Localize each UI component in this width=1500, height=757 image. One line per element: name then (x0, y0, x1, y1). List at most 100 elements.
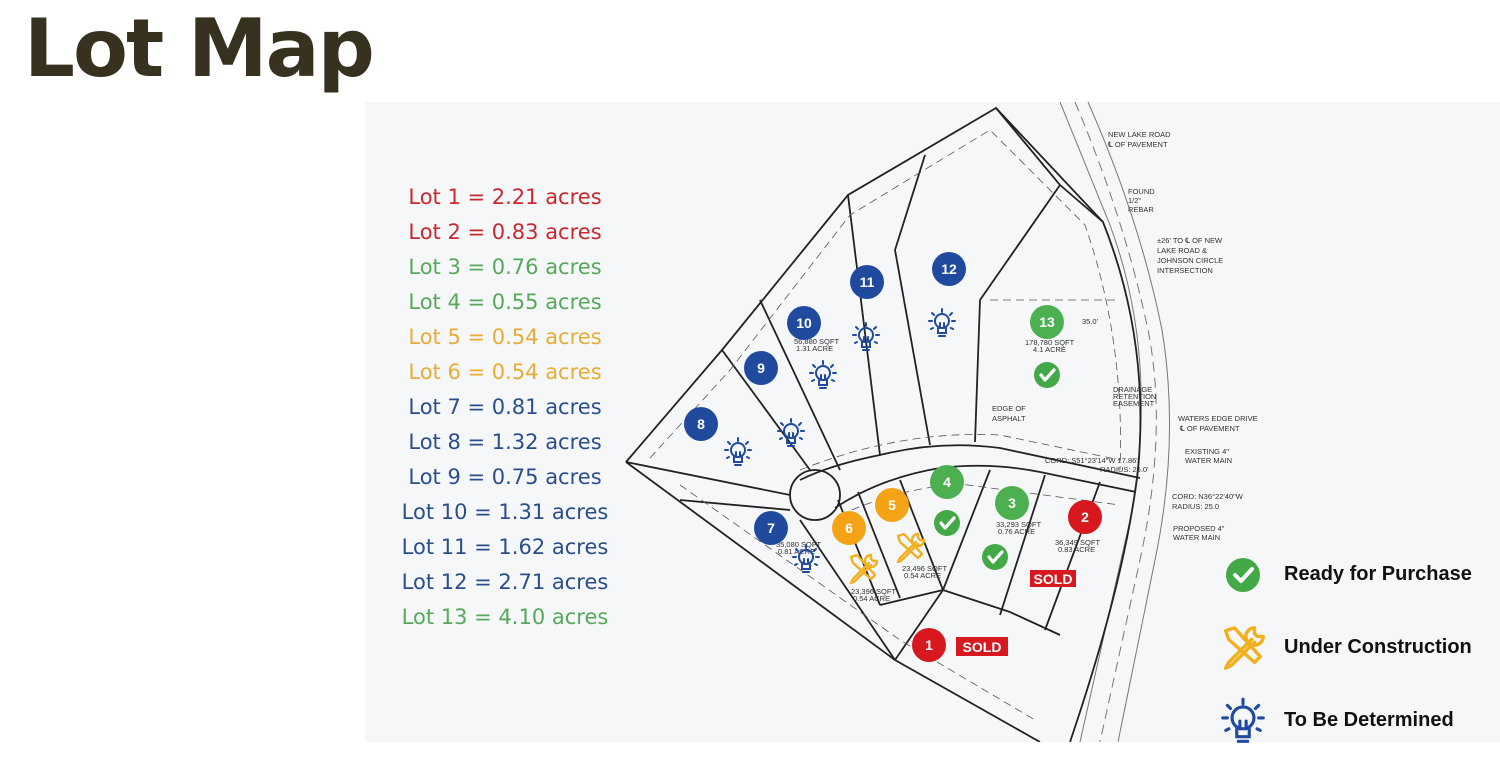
setback-lines (649, 129, 1121, 721)
svg-text:JOHNSON CIRCLE: JOHNSON CIRCLE (1157, 256, 1223, 265)
svg-text:±26' TO ℄ OF NEW: ±26' TO ℄ OF NEW (1157, 236, 1223, 245)
tools-icon (1218, 623, 1268, 673)
lot-acreage-item: Lot 7 = 0.81 acres (408, 395, 602, 419)
svg-text:36,349 SQFT: 36,349 SQFT (1055, 538, 1100, 547)
svg-text:REBAR: REBAR (1128, 205, 1154, 214)
lot-marker-number: 7 (767, 520, 775, 536)
svg-text:0.54 ACRE: 0.54 ACRE (904, 571, 941, 580)
svg-text:WATERS EDGE DRIVE: WATERS EDGE DRIVE (1178, 414, 1258, 423)
lot-acreage-item: Lot 11 = 1.62 acres (401, 535, 609, 559)
svg-text:EASEMENT: EASEMENT (1113, 399, 1155, 408)
lot-acreage-item: Lot 6 = 0.54 acres (408, 360, 602, 384)
lot-acreage-list: Lot 1 = 2.21 acres Lot 2 = 0.83 acres Lo… (385, 180, 625, 635)
legend-item-tbd: To Be Determined (1218, 684, 1472, 757)
svg-text:1.31 ACRE: 1.31 ACRE (796, 344, 833, 353)
svg-text:NEW LAKE ROAD: NEW LAKE ROAD (1108, 130, 1171, 139)
svg-text:0.54 ACRE: 0.54 ACRE (853, 594, 890, 603)
lot-marker-circle (932, 252, 966, 286)
lot-marker-number: 3 (1008, 495, 1016, 511)
lot-marker-12[interactable]: 12 (932, 252, 966, 286)
lot-marker-number: 10 (796, 315, 812, 331)
check-circle-icon (1032, 360, 1062, 390)
check-circle-icon (980, 542, 1010, 572)
lot-acreage-item: Lot 2 = 0.83 acres (408, 220, 602, 244)
legend-label: Ready for Purchase (1284, 563, 1472, 585)
lot-marker-number: 4 (943, 474, 951, 490)
svg-text:INTERSECTION: INTERSECTION (1157, 266, 1213, 275)
lot-marker-13[interactable]: 13 (1030, 305, 1064, 339)
svg-text:CORD: N36°22'40"W: CORD: N36°22'40"W (1172, 492, 1244, 501)
svg-text:0.81 ACRE: 0.81 ACRE (778, 547, 815, 556)
svg-text:23,396 SQFT: 23,396 SQFT (851, 587, 896, 596)
svg-text:EDGE OF: EDGE OF (992, 404, 1026, 413)
lot-marker-3[interactable]: 3 (995, 486, 1029, 520)
svg-text:CORD: S51°23'14"W 17.86': CORD: S51°23'14"W 17.86' (1045, 456, 1138, 465)
lot-marker-number: 12 (941, 261, 957, 277)
lot-marker-circle (744, 351, 778, 385)
svg-text:LAKE ROAD &: LAKE ROAD & (1157, 246, 1207, 255)
lot-acreage-item: Lot 5 = 0.54 acres (408, 325, 602, 349)
lot-marker-7[interactable]: 7 (754, 511, 788, 545)
svg-text:FOUND: FOUND (1128, 187, 1155, 196)
sold-badge: SOLD (1030, 570, 1076, 587)
lightbulb-icon (809, 360, 837, 389)
tools-icon (849, 553, 879, 585)
legend-label: Under Construction (1284, 636, 1472, 658)
svg-text:56,880 SQFT: 56,880 SQFT (794, 337, 839, 346)
svg-text:RADIUS: 25.0: RADIUS: 25.0 (1172, 502, 1219, 511)
lot-marker-2[interactable]: 2 (1068, 500, 1102, 534)
svg-text:35.0': 35.0' (1082, 317, 1099, 326)
page-title: Lot Map (24, 2, 375, 95)
lot-marker-circle (850, 265, 884, 299)
lot-marker-5[interactable]: 5 (875, 488, 909, 522)
svg-text:RADIUS: 25.0': RADIUS: 25.0' (1100, 465, 1149, 474)
svg-text:℄ OF PAVEMENT: ℄ OF PAVEMENT (1107, 140, 1168, 149)
svg-text:SOLD: SOLD (963, 639, 1002, 655)
lot-marker-number: 13 (1039, 314, 1055, 330)
svg-text:SOLD: SOLD (1034, 571, 1073, 587)
lot-marker-circle (754, 511, 788, 545)
lot-acreage-item: Lot 13 = 4.10 acres (401, 605, 609, 629)
lot-acreage-item: Lot 4 = 0.55 acres (408, 290, 602, 314)
lot-marker-8[interactable]: 8 (684, 407, 718, 441)
lot-acreage-item: Lot 8 = 1.32 acres (408, 430, 602, 454)
lot-marker-circle (787, 306, 821, 340)
lot-marker-circle (912, 628, 946, 662)
svg-text:WATER MAIN: WATER MAIN (1173, 533, 1220, 542)
lot-marker-number: 11 (860, 274, 875, 290)
svg-text:178,780 SQFT: 178,780 SQFT (1025, 338, 1075, 347)
svg-text:RETENTION: RETENTION (1113, 392, 1156, 401)
lot-marker-4[interactable]: 4 (930, 465, 964, 499)
sold-badge: SOLD (956, 637, 1008, 656)
svg-text:℄ OF PAVEMENT: ℄ OF PAVEMENT (1179, 424, 1240, 433)
svg-text:WATER MAIN: WATER MAIN (1185, 456, 1232, 465)
svg-text:0.83 ACRE: 0.83 ACRE (1058, 545, 1095, 554)
lot-marker-6[interactable]: 6 (832, 511, 866, 545)
lot-marker-number: 8 (697, 416, 705, 432)
svg-text:1/2": 1/2" (1128, 196, 1141, 205)
lot-marker-circle (684, 407, 718, 441)
lot-marker-1[interactable]: 1 (912, 628, 946, 662)
lot-marker-circle (1068, 500, 1102, 534)
lot-marker-10[interactable]: 10 (787, 306, 821, 340)
svg-text:ASPHALT: ASPHALT (992, 414, 1026, 423)
svg-text:EXISTING 4": EXISTING 4" (1185, 447, 1229, 456)
lot-acreage-item: Lot 12 = 2.71 acres (401, 570, 609, 594)
lot-marker-circle (875, 488, 909, 522)
lot-marker-circle (1030, 305, 1064, 339)
svg-text:35,080 SQFT: 35,080 SQFT (776, 540, 821, 549)
plat-map: NEW LAKE ROAD ℄ OF PAVEMENT FOUND 1/2" R… (625, 102, 1258, 742)
lot-acreage-item: Lot 10 = 1.31 acres (401, 500, 609, 524)
lot-marker-circle (995, 486, 1029, 520)
check-circle-icon (932, 508, 962, 538)
lot-marker-9[interactable]: 9 (744, 351, 778, 385)
legend-label: To Be Determined (1284, 709, 1454, 731)
lot-acreage-item: Lot 9 = 0.75 acres (408, 465, 602, 489)
lot-marker-11[interactable]: 11 (850, 265, 884, 299)
legend: Ready for Purchase Under Construction To… (1218, 538, 1472, 757)
lightbulb-icon (1218, 696, 1268, 746)
lot-marker-circle (930, 465, 964, 499)
svg-text:4.1 ACRE: 4.1 ACRE (1033, 345, 1066, 354)
lot-boundaries (625, 106, 1142, 742)
legend-item-ready: Ready for Purchase (1218, 538, 1472, 611)
